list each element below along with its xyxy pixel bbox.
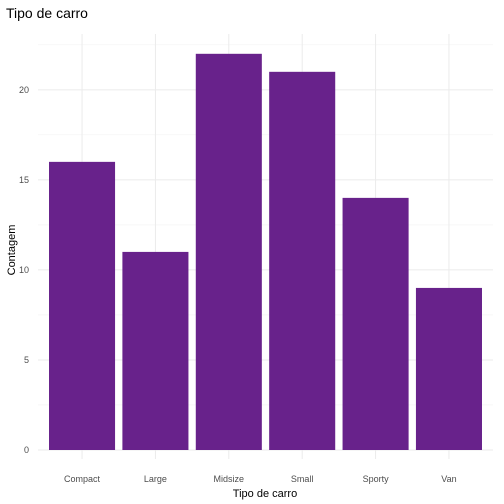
x-tick-label: Compact xyxy=(64,474,101,484)
x-tick-label: Van xyxy=(441,474,456,484)
bar-sporty xyxy=(342,197,409,450)
bar-compact xyxy=(49,161,116,451)
bar-large xyxy=(122,251,189,450)
y-tick-label: 5 xyxy=(24,355,29,365)
bars xyxy=(49,53,482,451)
y-axis-title: Contagem xyxy=(6,225,18,276)
y-tick-label: 20 xyxy=(19,85,29,95)
x-tick-label: Large xyxy=(144,474,167,484)
x-tick-label: Midsize xyxy=(214,474,245,484)
bar-midsize xyxy=(195,53,262,451)
y-tick-label: 0 xyxy=(24,445,29,455)
chart-title: Tipo de carro xyxy=(6,5,88,21)
x-tick-label: Sporty xyxy=(363,474,390,484)
y-tick-label: 15 xyxy=(19,175,29,185)
y-axis-ticks: 0 5 10 15 20 xyxy=(19,85,29,455)
x-axis-ticks: Compact Large Midsize Small Sporty Van xyxy=(64,474,457,484)
x-tick-label: Small xyxy=(291,474,314,484)
bar-small xyxy=(269,71,336,451)
bar-van xyxy=(415,287,482,450)
x-axis-title: Tipo de carro xyxy=(233,488,297,500)
y-tick-label: 10 xyxy=(19,265,29,275)
